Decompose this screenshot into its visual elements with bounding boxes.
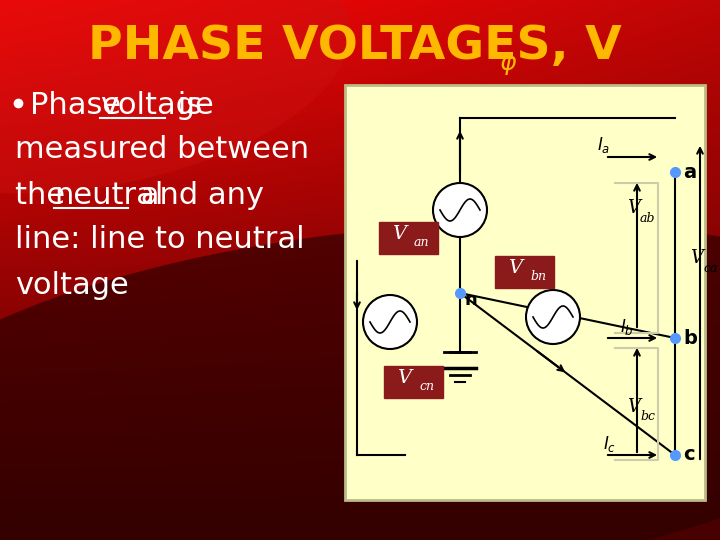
Text: Phase: Phase <box>30 91 131 119</box>
Text: bn: bn <box>530 271 546 284</box>
Ellipse shape <box>0 222 720 540</box>
Text: neutral: neutral <box>54 180 163 210</box>
Text: φ: φ <box>500 51 516 75</box>
Text: PHASE VOLTAGES, V: PHASE VOLTAGES, V <box>88 24 622 70</box>
Text: voltage: voltage <box>15 271 129 300</box>
Text: c: c <box>683 446 695 464</box>
Text: V: V <box>392 225 406 243</box>
Text: $I_c$: $I_c$ <box>603 434 616 454</box>
Text: the: the <box>15 180 75 210</box>
FancyBboxPatch shape <box>384 366 443 398</box>
Text: ca: ca <box>703 261 718 274</box>
Circle shape <box>526 290 580 344</box>
FancyBboxPatch shape <box>379 222 438 254</box>
Circle shape <box>363 295 417 349</box>
Text: line: line to neutral: line: line to neutral <box>15 226 305 254</box>
Text: cn: cn <box>419 381 434 394</box>
Text: V: V <box>397 369 411 387</box>
Text: an: an <box>414 237 430 249</box>
Text: b: b <box>683 328 697 348</box>
Text: bc: bc <box>640 410 655 423</box>
Circle shape <box>433 183 487 237</box>
Text: V: V <box>690 249 703 267</box>
FancyBboxPatch shape <box>495 256 554 288</box>
Text: V: V <box>627 199 640 217</box>
Text: measured between: measured between <box>15 136 309 165</box>
Text: V: V <box>508 259 522 277</box>
Text: voltage: voltage <box>100 91 214 119</box>
Text: a: a <box>683 163 696 181</box>
Text: V: V <box>627 398 640 416</box>
Text: $I_b$: $I_b$ <box>620 317 634 337</box>
FancyBboxPatch shape <box>345 85 705 500</box>
Text: $I_a$: $I_a$ <box>597 135 611 155</box>
Text: ab: ab <box>640 212 655 225</box>
Text: and any: and any <box>131 180 264 210</box>
Text: is: is <box>168 91 202 119</box>
Ellipse shape <box>0 0 351 193</box>
Text: n: n <box>465 291 478 309</box>
